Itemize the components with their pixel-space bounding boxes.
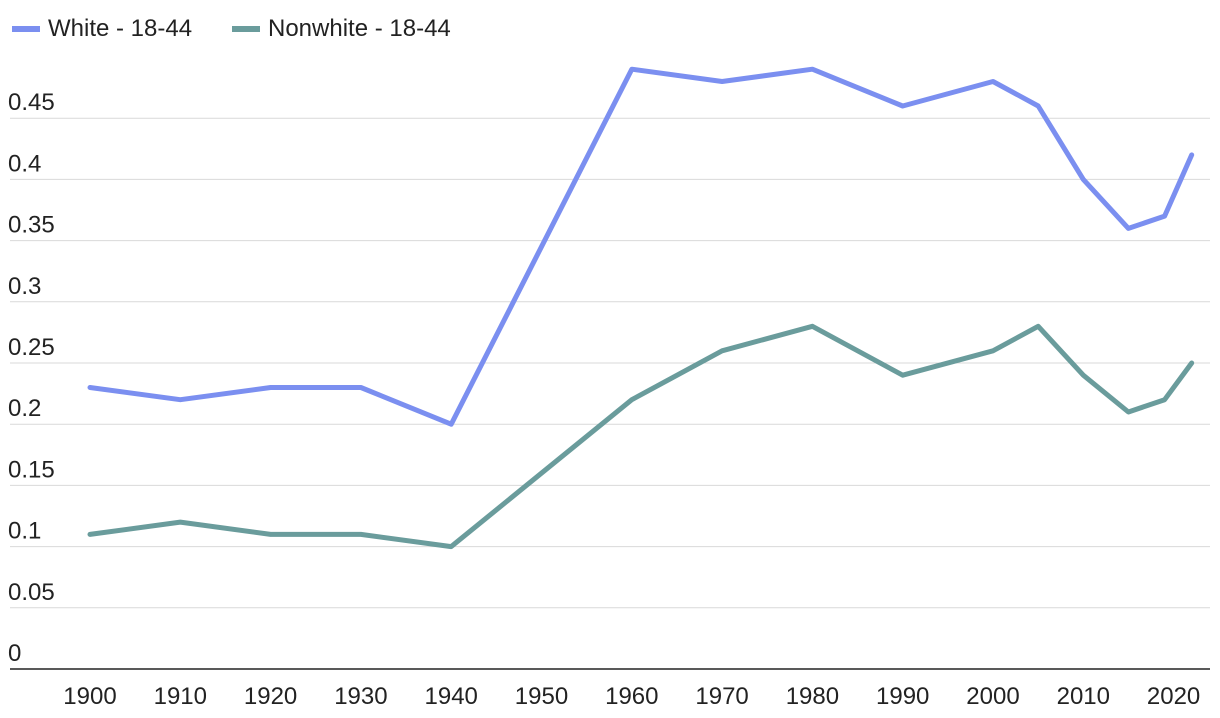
y-tick-label: 0.3 xyxy=(8,273,41,300)
x-tick-label: 1970 xyxy=(695,683,748,710)
x-tick-label: 1920 xyxy=(244,683,297,710)
x-tick-label: 1910 xyxy=(154,683,207,710)
x-tick-label: 1990 xyxy=(876,683,929,710)
x-tick-label: 1950 xyxy=(515,683,568,710)
y-tick-label: 0 xyxy=(8,640,21,667)
y-tick-label: 0.45 xyxy=(8,89,55,116)
grid-lines xyxy=(10,117,1210,609)
x-tick-label: 2000 xyxy=(966,683,1019,710)
series-lines xyxy=(87,66,1195,550)
legend: White - 18-44 Nonwhite - 18-44 xyxy=(12,15,451,42)
legend-label: Nonwhite - 18-44 xyxy=(268,15,451,42)
series-line-nonwhite xyxy=(87,323,1195,550)
x-axis-ticks: 1900 1910 1920 1930 1940 1950 1960 1970 1980 1990… xyxy=(63,683,1200,710)
x-tick-label: 2010 xyxy=(1057,683,1110,710)
x-tick-label: 1980 xyxy=(786,683,839,710)
y-tick-label: 0.35 xyxy=(8,212,55,239)
y-tick-label: 0.1 xyxy=(8,518,41,545)
y-tick-label: 0.25 xyxy=(8,334,55,361)
y-tick-label: 0.05 xyxy=(8,579,55,606)
x-tick-label: 1960 xyxy=(605,683,658,710)
y-tick-label: 0.2 xyxy=(8,395,41,422)
legend-label: White - 18-44 xyxy=(48,15,192,42)
x-tick-label: 1930 xyxy=(334,683,387,710)
x-tick-label: 1900 xyxy=(63,683,116,710)
series-line-white xyxy=(87,66,1195,427)
x-tick-label: 2020 xyxy=(1147,683,1200,710)
x-tick-label: 1940 xyxy=(425,683,478,710)
y-axis-ticks: 0 0.05 0.1 0.15 0.2 0.25 0.3 0.35 0.4 0.45 xyxy=(8,89,55,667)
y-tick-label: 0.15 xyxy=(8,456,55,483)
y-tick-label: 0.4 xyxy=(8,150,41,177)
